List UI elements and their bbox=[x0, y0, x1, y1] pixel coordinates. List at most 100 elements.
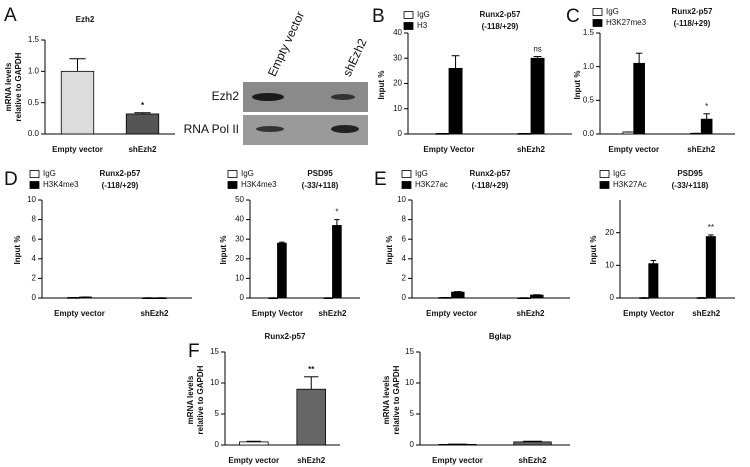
y-tick-label: 4 bbox=[402, 254, 407, 263]
y-axis-label: Input % bbox=[573, 71, 582, 100]
x-tick-label: shEzh2 bbox=[297, 456, 326, 465]
y-axis-label: Input % bbox=[219, 236, 228, 265]
chart-subtitle: (-33/+118) bbox=[302, 181, 339, 190]
value-label: ** bbox=[308, 365, 315, 374]
legend-label: IgG bbox=[43, 169, 56, 178]
bar bbox=[60, 70, 95, 135]
y-tick-label: 10 bbox=[605, 260, 614, 269]
value-label: * bbox=[335, 208, 338, 217]
y-tick-label: 6 bbox=[32, 234, 37, 243]
y-axis-label: relative to GAPDH bbox=[392, 365, 401, 434]
y-tick-label: 1.5 bbox=[28, 35, 40, 44]
x-tick-label: shEzh2 bbox=[516, 309, 545, 318]
y-tick-label: 2 bbox=[402, 274, 407, 283]
y-tick-label: 1.0 bbox=[583, 62, 595, 71]
legend-label: IgG bbox=[606, 7, 619, 16]
legend-swatch bbox=[599, 181, 610, 189]
y-tick-label: 10 bbox=[210, 378, 219, 387]
x-tick-label: Empty Vector bbox=[623, 309, 674, 318]
bar bbox=[332, 225, 342, 299]
y-tick-label: 5 bbox=[410, 409, 415, 418]
value-label: ns bbox=[533, 45, 541, 54]
bar bbox=[530, 57, 545, 135]
row-label: Ezh2 bbox=[212, 89, 240, 103]
x-tick-label: Empty vector bbox=[52, 145, 103, 154]
chart-subtitle: (-118/+29) bbox=[482, 22, 519, 31]
y-tick-label: 50 bbox=[235, 195, 244, 204]
legend-swatch bbox=[227, 181, 238, 189]
x-tick-label: shEzh2 bbox=[692, 309, 721, 318]
chart-subtitle: (-118/+29) bbox=[472, 181, 509, 190]
chart-title: PSD95 bbox=[307, 169, 333, 178]
y-axis-label: relative to GAPDH bbox=[14, 52, 23, 121]
bar bbox=[530, 294, 544, 299]
panel-letter: D bbox=[4, 169, 18, 190]
y-tick-label: 2 bbox=[32, 274, 37, 283]
x-tick-label: shEzh2 bbox=[140, 309, 169, 318]
bar bbox=[705, 236, 716, 299]
chart-title: Bglap bbox=[489, 332, 511, 341]
blot-band bbox=[252, 93, 284, 101]
legend-swatch bbox=[403, 11, 414, 19]
y-tick-label: 0 bbox=[610, 293, 615, 302]
legend-label: IgG bbox=[415, 169, 428, 178]
legend-label: IgG bbox=[613, 169, 626, 178]
y-tick-label: 0 bbox=[240, 293, 245, 302]
blot-band bbox=[331, 125, 359, 133]
bar bbox=[448, 67, 463, 135]
y-tick-label: 20 bbox=[235, 254, 244, 263]
legend-label: IgG bbox=[241, 169, 254, 178]
bar bbox=[125, 113, 160, 135]
x-tick-label: shEzh2 bbox=[687, 145, 716, 154]
x-tick-label: Empty vector bbox=[432, 456, 483, 465]
chart-title: Runx2-p57 bbox=[265, 332, 306, 341]
value-label: ** bbox=[708, 223, 714, 232]
bar bbox=[296, 388, 327, 446]
x-tick-label: Empty vector bbox=[426, 309, 477, 318]
y-tick-label: 10 bbox=[405, 378, 414, 387]
bar bbox=[700, 118, 713, 135]
y-tick-label: 15 bbox=[405, 347, 414, 356]
x-tick-label: shEzh2 bbox=[517, 145, 546, 154]
y-axis-label: mRNA levels bbox=[4, 62, 13, 111]
chart-title: Runx2-p57 bbox=[470, 169, 511, 178]
y-tick-label: 30 bbox=[393, 53, 402, 62]
y-tick-label: 1.0 bbox=[28, 66, 40, 75]
chart-title: Ezh2 bbox=[76, 15, 95, 24]
legend-label: H3K4me3 bbox=[241, 180, 277, 189]
panel-letter: E bbox=[374, 169, 387, 190]
y-tick-label: 0.5 bbox=[583, 95, 595, 104]
bar bbox=[277, 242, 287, 299]
panel-letter: C bbox=[566, 6, 580, 27]
x-tick-label: shEzh2 bbox=[518, 456, 547, 465]
chart-subtitle: (-33/+118) bbox=[672, 181, 709, 190]
y-tick-label: 6 bbox=[402, 234, 407, 243]
y-tick-label: 0 bbox=[402, 293, 407, 302]
x-tick-label: Empty Vector bbox=[252, 309, 303, 318]
legend-label: H3K27Ac bbox=[613, 180, 647, 189]
y-axis-label: mRNA levels bbox=[186, 375, 195, 424]
y-tick-label: 8 bbox=[32, 215, 37, 224]
x-tick-label: Empty vector bbox=[54, 309, 105, 318]
bar bbox=[238, 441, 269, 446]
lane-label: shEzh2 bbox=[340, 36, 370, 78]
legend-swatch bbox=[592, 19, 603, 27]
y-tick-label: 4 bbox=[32, 254, 37, 263]
legend-swatch bbox=[401, 170, 412, 178]
blot-band bbox=[331, 94, 355, 100]
legend-label: H3 bbox=[417, 21, 428, 30]
bar bbox=[648, 263, 659, 299]
y-tick-label: 10 bbox=[235, 274, 244, 283]
legend-label: H3K27ac bbox=[415, 180, 448, 189]
panel-letter: F bbox=[188, 341, 200, 362]
value-label: * bbox=[141, 101, 145, 110]
bar bbox=[513, 441, 552, 446]
y-tick-label: 8 bbox=[402, 215, 407, 224]
x-tick-label: Empty vector bbox=[608, 145, 659, 154]
y-tick-label: 0 bbox=[32, 293, 37, 302]
row-label: RNA Pol II bbox=[184, 122, 239, 136]
y-axis-label: Input % bbox=[13, 236, 22, 265]
y-axis-label: mRNA levels bbox=[382, 375, 391, 424]
legend-label: H3K27me3 bbox=[606, 18, 647, 27]
